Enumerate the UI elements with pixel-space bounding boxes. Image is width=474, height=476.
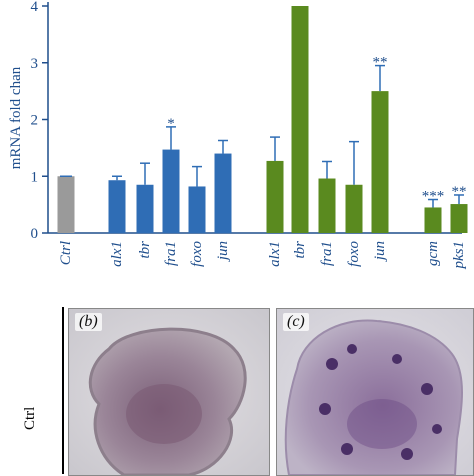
x-tick-label-tbr: tbr — [137, 241, 153, 259]
y-tick-label: 2 — [31, 113, 39, 129]
bar-tbr — [291, 6, 309, 233]
bar-tbr — [136, 184, 154, 233]
x-tick-label-alx1: alx1 — [267, 241, 283, 267]
bars: ****** ** — [57, 6, 468, 233]
bar-fra1 — [318, 178, 336, 233]
y-tick-label: 1 — [31, 169, 39, 185]
x-tick-label-alx1: alx1 — [109, 241, 125, 267]
row-divider — [62, 307, 64, 474]
micrograph-image-b — [69, 309, 269, 475]
bar-foxo — [188, 186, 206, 233]
x-tick-label-tbr: tbr — [292, 241, 308, 259]
panel-label-b: (b) — [75, 313, 102, 331]
x-tick-label-jun: jun — [215, 241, 231, 262]
y-axis-label: mRNA fold chan — [8, 66, 24, 169]
y-tick-label: 3 — [31, 56, 39, 72]
bar-fra1 — [162, 149, 180, 233]
x-tick-label-fra1: fra1 — [319, 241, 335, 266]
x-tick-label-Ctrl: Ctrl — [58, 241, 74, 265]
y-tick-label: 0 — [31, 226, 39, 242]
x-tick-label-fra1: fra1 — [163, 241, 179, 266]
bar-jun — [214, 153, 232, 233]
row-label-ctrl: Ctrl — [22, 406, 38, 430]
category-labels: Ctrl alx1 tbr fra1 foxo jun alx1 tbr fra1 foxo jun… — [58, 241, 467, 270]
bar-Ctrl — [57, 176, 75, 233]
x-tick-label-foxo: foxo — [189, 241, 205, 267]
panel-label-c: (c) — [283, 313, 309, 331]
micrograph-image-c — [277, 309, 473, 475]
bar-pks1 — [450, 204, 468, 233]
micrograph-panel-b: (b) — [68, 308, 270, 476]
x-tick-label-jun: jun — [372, 241, 388, 262]
significance-label: * — [167, 116, 175, 132]
bar-gcm — [424, 207, 442, 233]
x-tick-label-pks1: pks1 — [451, 241, 467, 270]
y-axis: 0 1 2 3 4 — [31, 0, 462, 242]
significance-label: ** — [373, 55, 388, 71]
micrograph-panel-c: (c) — [276, 308, 474, 476]
x-tick-label-foxo: foxo — [346, 241, 362, 267]
y-tick-label: 4 — [31, 0, 39, 15]
bar-foxo — [345, 184, 363, 233]
significance-label: ** — [452, 184, 467, 200]
bar-jun — [371, 91, 389, 233]
significance-label: *** — [422, 189, 445, 205]
bar-alx1 — [108, 180, 126, 233]
bar-alx1 — [266, 160, 284, 233]
x-tick-label-gcm: gcm — [425, 241, 441, 266]
